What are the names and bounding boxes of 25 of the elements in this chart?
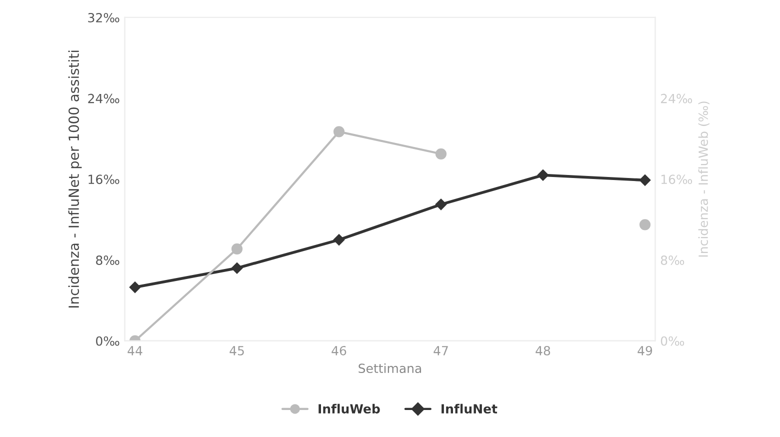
point [129,282,141,293]
x-tick-label: 48 [536,346,550,356]
point [435,148,447,160]
point [639,174,651,186]
point [435,198,447,210]
y-tick-label: 0‰ [96,336,120,346]
x-tick-label: 44 [128,346,142,356]
point [333,234,345,246]
x-tick-label: 45 [230,346,244,356]
x-tick-label: 46 [332,346,346,356]
legend-label: InfluWeb [318,404,380,414]
y-tick-label: 16‰ [88,174,120,184]
x-tick-label: 49 [638,346,652,356]
point [231,243,243,254]
y-tick-label: 32‰ [88,12,120,22]
point [639,219,651,230]
legend-label: InfluNet [442,404,498,414]
y-axis-title: Incidenza - InfluNet per 1000 assistiti [68,50,82,308]
y-tick-label: 8‰ [96,255,120,265]
point [537,170,549,181]
x-tick-label: 47 [434,346,448,356]
y-tick-label: 24‰ [88,94,120,104]
x-axis-title: Settimana [358,363,422,374]
point [333,126,345,138]
point [231,262,243,274]
